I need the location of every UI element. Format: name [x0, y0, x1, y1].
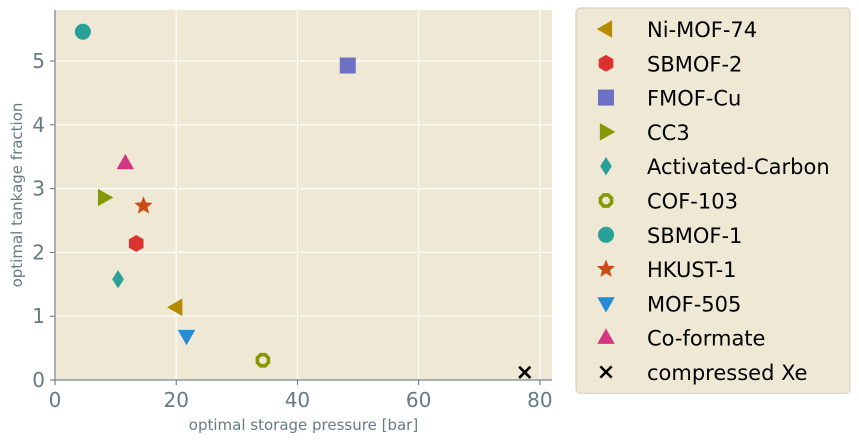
- x-stroke: [518, 365, 532, 379]
- legend-marker: [599, 123, 616, 141]
- legend-label: Ni-MOF-74: [647, 18, 757, 42]
- x-tick-label: 60: [406, 388, 431, 412]
- legend-item: Ni-MOF-74: [596, 18, 757, 42]
- x-tick-label: 20: [163, 388, 188, 412]
- legend-marker: [598, 226, 614, 243]
- legend-label: CC3: [647, 121, 690, 145]
- legend-label: COF-103: [647, 190, 738, 214]
- axes: 0 20 40 60 80 0 1 2 3 4 5: [32, 10, 553, 412]
- y-tick-label: 2: [32, 240, 45, 264]
- data-point: [255, 352, 271, 368]
- data-point: [116, 153, 135, 170]
- legend-marker: [597, 297, 615, 313]
- legend-label: Co-formate: [647, 327, 765, 351]
- legend-marker: [598, 193, 614, 208]
- legend-label: HKUST-1: [647, 258, 737, 282]
- legend-item: CC3: [599, 121, 690, 145]
- data-point: [74, 23, 91, 40]
- y-tick-label: 5: [32, 49, 45, 73]
- legend-label: SBMOF-2: [647, 52, 742, 76]
- x-tick-label: 80: [527, 388, 552, 412]
- data-point: [166, 298, 183, 317]
- legend-label: Activated-Carbon: [647, 155, 830, 179]
- legend-item: SBMOF-1: [598, 224, 742, 248]
- legend-label: FMOF-Cu: [647, 87, 741, 111]
- data-point: [177, 329, 196, 346]
- legend: Ni-MOF-74 SBMOF-2 FMOF-Cu CC3 Activated-Carb…: [575, 7, 851, 394]
- legend-item: Co-formate: [597, 327, 765, 351]
- data-point: [518, 365, 532, 379]
- y-tick-label: 0: [32, 368, 45, 392]
- data-point: [339, 57, 356, 74]
- legend-item: compressed Xe: [599, 361, 807, 385]
- legend-label: SBMOF-1: [647, 224, 742, 248]
- data-point: [97, 188, 114, 207]
- legend-box: [575, 7, 851, 394]
- y-tick-label: 3: [32, 177, 45, 201]
- legend-label: compressed Xe: [647, 361, 807, 385]
- legend-item: FMOF-Cu: [598, 87, 741, 111]
- legend-item: MOF-505: [597, 292, 741, 316]
- legend-item: Activated-Carbon: [600, 155, 830, 179]
- x-tick-label: 40: [285, 388, 310, 412]
- legend-marker: [600, 157, 612, 176]
- data-point: [128, 235, 144, 252]
- legend-item: SBMOF-2: [598, 52, 742, 76]
- legend-marker: [597, 328, 615, 344]
- data-point: [112, 270, 124, 289]
- legend-item: COF-103: [598, 190, 738, 214]
- legend-marker: [598, 54, 614, 72]
- data-point: [134, 196, 153, 214]
- legend-marker: [598, 89, 614, 106]
- y-tick-label: 4: [32, 113, 45, 137]
- x-tick-label: 0: [49, 388, 62, 412]
- data-points: [74, 23, 532, 379]
- legend-marker: [596, 259, 616, 277]
- legend-marker: [596, 20, 613, 38]
- legend-label: MOF-505: [647, 292, 741, 316]
- legend-marker: [599, 365, 613, 379]
- legend-item: HKUST-1: [596, 258, 737, 282]
- x-stroke: [599, 365, 613, 379]
- x-axis-label: optimal storage pressure [bar]: [189, 416, 418, 434]
- y-tick-label: 1: [32, 304, 45, 328]
- y-axis-label: optimal tankage fraction: [8, 103, 26, 288]
- plot-area: [55, 10, 552, 380]
